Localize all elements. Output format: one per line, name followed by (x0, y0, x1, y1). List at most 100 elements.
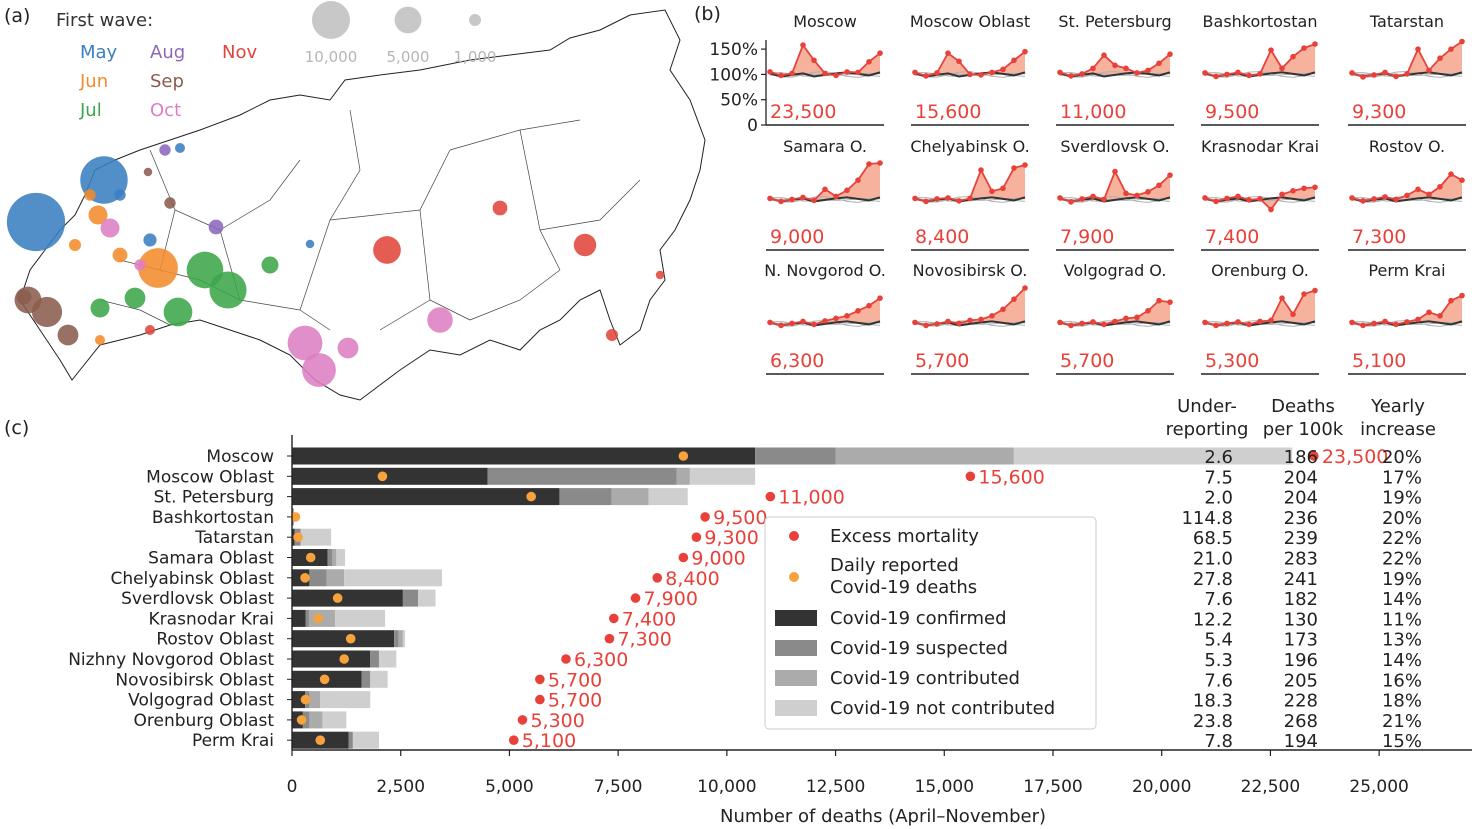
region-circle-jun (68, 238, 82, 252)
excess-mortality-point (965, 471, 976, 482)
table-cell: 22% (1382, 549, 1422, 570)
excess-point (1145, 307, 1151, 314)
region-circle-oct (287, 325, 323, 361)
excess-total-label: 15,600 (915, 101, 981, 123)
table-cell: 2.0 (1204, 488, 1233, 509)
excess-point (945, 50, 951, 56)
region-circle-aug (159, 144, 171, 156)
panel-label-b: (b) (694, 3, 721, 25)
bar-row-samara-oblast: Samara Oblast 9,000 (148, 548, 746, 570)
excess-point (1448, 171, 1454, 177)
excess-mortality-point (604, 633, 615, 644)
bar-row-nizhny-novgorod-oblast: Nizhny Novgorod Oblast 6,300 (68, 649, 628, 671)
bar-segment-not-contributed (322, 711, 347, 729)
stats-table: 2.6 186 20% 7.5 204 17% 2.0 204 19% 114.8 236 20% 68… (1181, 447, 1422, 752)
excess-total-label: 23,500 (770, 101, 836, 123)
size-legend-label: 10,000 (305, 48, 358, 66)
size-legend-label: 1,000 (454, 48, 497, 66)
excess-point (978, 167, 984, 173)
excess-total-label: 7,400 (1205, 226, 1259, 248)
region-circle-oct (302, 353, 336, 387)
excess-point (822, 70, 828, 77)
excess-point (1235, 69, 1241, 76)
category-label: Orenburg Oblast (133, 711, 274, 731)
reported-deaths-point (300, 573, 310, 583)
excess-mortality-point (700, 512, 710, 522)
excess-point (1279, 295, 1285, 301)
excess-point (1000, 66, 1006, 73)
bar-segment-contributed (676, 467, 690, 485)
region-circle-may (114, 189, 126, 201)
legend-swatch-contributed (775, 670, 817, 686)
legend-label: Covid-19 not contributed (830, 698, 1055, 719)
bar-segment-not-contributed (689, 467, 756, 485)
month-legend-jul: Jul (79, 100, 102, 121)
legend-label: Covid-19 contributed (830, 668, 1020, 689)
y-tick-label: 50% (720, 91, 758, 111)
table-cell: 7.5 (1204, 467, 1233, 488)
region-circle-may (143, 233, 157, 247)
excess-point (1123, 315, 1129, 322)
excess-point (1057, 319, 1063, 326)
bar-row-bashkortostan: Bashkortostan 9,500 (152, 507, 768, 529)
excess-point (956, 320, 962, 327)
excess-value-label: 8,400 (665, 568, 719, 590)
table-cell: 7.6 (1204, 670, 1233, 691)
small-multiple-title: Volgograd O. (1064, 261, 1167, 280)
region-circle-nov (573, 233, 597, 257)
region-circle-jul (261, 256, 279, 274)
region-circle-sep (16, 289, 32, 305)
table-cell: 130 (1284, 609, 1318, 630)
small-multiple-volgograd-o-: Volgograd O. 5,700 (1056, 261, 1174, 375)
bar-segment-confirmed (292, 589, 403, 607)
bar-segment-suspected (361, 670, 371, 688)
excess-mortality-point (535, 694, 545, 705)
excess-point (1404, 192, 1410, 199)
bar-segment-not-contributed (370, 670, 388, 688)
excess-point (934, 70, 940, 76)
table-cell: 11% (1382, 609, 1422, 630)
category-label: Chelyabinsk Oblast (110, 569, 274, 589)
y-tick-label: 150% (709, 40, 758, 60)
excess-point (945, 318, 951, 325)
excess-point (1213, 73, 1219, 80)
excess-total-label: 9,500 (1205, 101, 1259, 123)
excess-point (1268, 317, 1274, 324)
excess-fill-area (770, 298, 880, 326)
x-tick-label: 17,500 (1023, 777, 1082, 797)
small-multiples-panel: (b) 150% 100% 50% 0 Moscow 23,500 Moscow Obla… (694, 3, 1466, 375)
excess-fill-area (770, 162, 880, 202)
excess-fill-area (1352, 295, 1462, 326)
map-legend-title: First wave: (56, 10, 153, 31)
excess-point (978, 316, 984, 323)
excess-point (967, 195, 973, 202)
region-circle-nov (605, 328, 619, 342)
excess-point (855, 177, 861, 183)
excess-point (767, 319, 773, 326)
excess-point (1257, 196, 1263, 202)
past-year-line (1059, 195, 1171, 203)
table-cell: 268 (1284, 711, 1318, 732)
x-axis-label: Number of deaths (April–November) (720, 806, 1046, 827)
excess-point (1448, 297, 1454, 304)
region-circle-oct (134, 259, 146, 271)
excess-point (912, 195, 918, 202)
excess-point (778, 198, 784, 205)
excess-point (1246, 197, 1252, 203)
region-circle-nov (492, 200, 508, 216)
excess-fill-area (915, 288, 1025, 326)
excess-point (923, 198, 929, 205)
excess-point (1459, 292, 1465, 299)
y-tick-label: 0 (747, 116, 758, 136)
excess-point (855, 307, 861, 314)
panel-label-c: (c) (4, 417, 29, 439)
x-tick-label: 20,000 (1132, 777, 1191, 797)
excess-point (833, 315, 839, 322)
small-multiple-title: Orenburg O. (1211, 261, 1309, 280)
excess-point (1090, 319, 1096, 325)
small-multiple-title: Perm Krai (1368, 261, 1445, 280)
reported-deaths-point (678, 451, 689, 461)
excess-value-label: 7,300 (617, 629, 671, 651)
region-circle-may (174, 142, 186, 154)
